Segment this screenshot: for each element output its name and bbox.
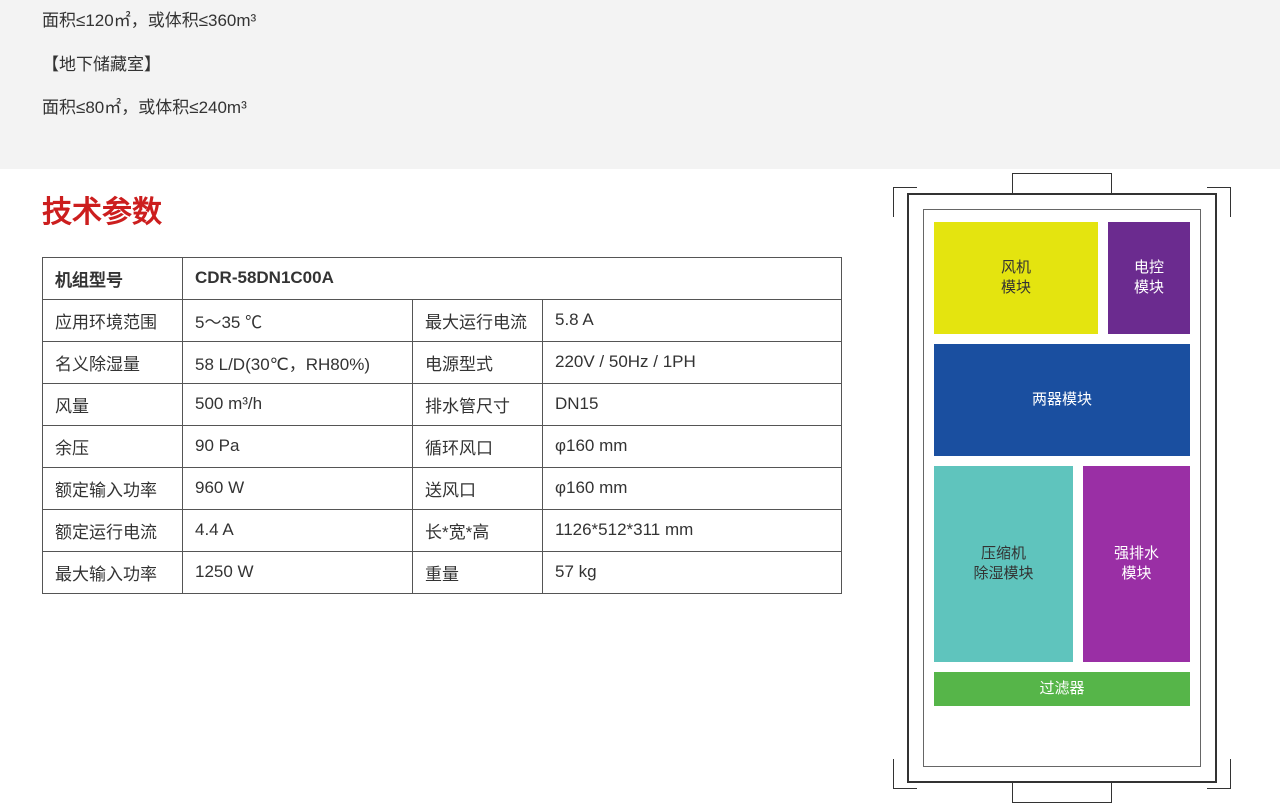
spec-key: 重量 (413, 551, 543, 593)
module-label: 强排水 (1114, 544, 1159, 564)
main-content: 技术参数 机组型号 CDR-58DN1C00A 应用环境范围5～35 ℃最大运行… (0, 169, 1280, 783)
spec-val: 5～35 ℃ (183, 299, 413, 341)
module-drain: 强排水 模块 (1083, 466, 1190, 662)
module-label: 压缩机 (981, 544, 1026, 564)
table-row: 风量500 m³/h排水管尺寸DN15 (43, 383, 842, 425)
module-fan: 风机 模块 (934, 222, 1098, 334)
table-row: 额定输入功率960 W送风口φ160 mm (43, 467, 842, 509)
spec-key: 风量 (43, 383, 183, 425)
diagram-section: 风机 模块 电控 模块 两器模块 (902, 187, 1222, 783)
header-value: CDR-58DN1C00A (183, 257, 842, 299)
table-row: 最大输入功率1250 W重量57 kg (43, 551, 842, 593)
module-label: 模块 (1122, 564, 1152, 584)
spec-val: 500 m³/h (183, 383, 413, 425)
spec-val: 1250 W (183, 551, 413, 593)
spec-key: 应用环境范围 (43, 299, 183, 341)
spec-val: 220V / 50Hz / 1PH (543, 341, 842, 383)
module-row: 风机 模块 电控 模块 (934, 222, 1190, 334)
module-filter: 过滤器 (934, 672, 1190, 706)
spec-val: 57 kg (543, 551, 842, 593)
table-row: 余压90 Pa循环风口φ160 mm (43, 425, 842, 467)
device-diagram: 风机 模块 电控 模块 两器模块 (907, 193, 1217, 783)
spec-key: 送风口 (413, 467, 543, 509)
table-row: 应用环境范围5～35 ℃最大运行电流5.8 A (43, 299, 842, 341)
module-label: 除湿模块 (974, 564, 1034, 584)
module-heat-exchanger: 两器模块 (934, 344, 1190, 456)
spec-key: 额定运行电流 (43, 509, 183, 551)
module-control: 电控 模块 (1108, 222, 1190, 334)
spec-key: 额定输入功率 (43, 467, 183, 509)
inner-frame: 风机 模块 电控 模块 两器模块 (923, 209, 1201, 767)
spec-val: 4.4 A (183, 509, 413, 551)
spec-key: 最大运行电流 (413, 299, 543, 341)
intro-line-3: 面积≤80㎡，或体积≤240m³ (42, 95, 1238, 121)
section-title: 技术参数 (42, 187, 842, 231)
spec-section: 技术参数 机组型号 CDR-58DN1C00A 应用环境范围5～35 ℃最大运行… (42, 187, 842, 594)
module-row: 压缩机 除湿模块 强排水 模块 (934, 466, 1190, 662)
spec-val: 960 W (183, 467, 413, 509)
spec-val: DN15 (543, 383, 842, 425)
module-label: 风机 (1001, 258, 1031, 278)
spec-key: 最大输入功率 (43, 551, 183, 593)
spec-val: 1126*512*311 mm (543, 509, 842, 551)
module-row: 两器模块 (934, 344, 1190, 456)
spec-key: 余压 (43, 425, 183, 467)
spec-key: 电源型式 (413, 341, 543, 383)
spec-key: 长*宽*高 (413, 509, 543, 551)
spec-table: 机组型号 CDR-58DN1C00A 应用环境范围5～35 ℃最大运行电流5.8… (42, 257, 842, 594)
module-row: 过滤器 (934, 672, 1190, 706)
spec-val: 5.8 A (543, 299, 842, 341)
spec-key: 名义除湿量 (43, 341, 183, 383)
spec-key: 循环风口 (413, 425, 543, 467)
intro-line-2: 【地下储藏室】 (42, 52, 1238, 78)
table-header-row: 机组型号 CDR-58DN1C00A (43, 257, 842, 299)
spec-val: 90 Pa (183, 425, 413, 467)
chassis-outline: 风机 模块 电控 模块 两器模块 (907, 193, 1217, 783)
module-label: 过滤器 (1039, 679, 1084, 699)
spec-val: φ160 mm (543, 467, 842, 509)
table-row: 名义除湿量58 L/D(30℃，RH80%)电源型式220V / 50Hz / … (43, 341, 842, 383)
module-compressor: 压缩机 除湿模块 (934, 466, 1073, 662)
header-label: 机组型号 (43, 257, 183, 299)
spec-val: φ160 mm (543, 425, 842, 467)
spec-val: 58 L/D(30℃，RH80%) (183, 341, 413, 383)
spec-key: 排水管尺寸 (413, 383, 543, 425)
intro-line-1: 面积≤120㎡，或体积≤360m³ (42, 8, 1238, 34)
module-label: 模块 (1001, 278, 1031, 298)
intro-block: 面积≤120㎡，或体积≤360m³ 【地下储藏室】 面积≤80㎡，或体积≤240… (0, 0, 1280, 169)
module-label: 模块 (1134, 278, 1164, 298)
module-label: 两器模块 (1032, 390, 1092, 410)
module-label: 电控 (1134, 258, 1164, 278)
table-row: 额定运行电流4.4 A长*宽*高1126*512*311 mm (43, 509, 842, 551)
